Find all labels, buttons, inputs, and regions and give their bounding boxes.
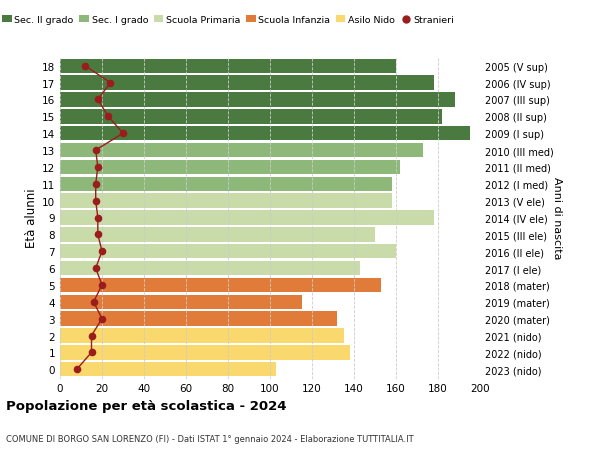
- Point: [72, 366, 82, 373]
- Bar: [60, 295, 302, 309]
- Bar: [60, 312, 337, 326]
- Point: [106, 80, 115, 87]
- Bar: [60, 127, 470, 141]
- Point: [97, 248, 107, 255]
- Bar: [60, 228, 375, 242]
- Bar: [60, 194, 392, 208]
- Point: [97, 282, 107, 289]
- Bar: [60, 144, 424, 158]
- Point: [97, 315, 107, 323]
- Point: [91, 181, 101, 188]
- Bar: [60, 329, 343, 343]
- Point: [93, 231, 103, 239]
- Point: [93, 164, 103, 171]
- Bar: [60, 245, 396, 259]
- Text: Popolazione per età scolastica - 2024: Popolazione per età scolastica - 2024: [6, 399, 287, 412]
- Point: [91, 147, 101, 154]
- Bar: [60, 76, 434, 90]
- Point: [86, 349, 96, 356]
- Bar: [60, 160, 400, 175]
- Y-axis label: Età alunni: Età alunni: [25, 188, 38, 248]
- Bar: [60, 60, 396, 74]
- Bar: [60, 110, 442, 124]
- Bar: [60, 362, 277, 376]
- Text: COMUNE DI BORGO SAN LORENZO (FI) - Dati ISTAT 1° gennaio 2024 - Elaborazione TUT: COMUNE DI BORGO SAN LORENZO (FI) - Dati …: [6, 434, 413, 443]
- Point: [93, 96, 103, 104]
- Point: [91, 197, 101, 205]
- Bar: [60, 261, 360, 276]
- Point: [89, 298, 98, 306]
- Point: [104, 113, 113, 121]
- Y-axis label: Anni di nascita: Anni di nascita: [552, 177, 562, 259]
- Bar: [60, 278, 382, 292]
- Point: [91, 265, 101, 272]
- Bar: [60, 211, 434, 225]
- Point: [93, 214, 103, 222]
- Bar: [60, 177, 392, 191]
- Point: [86, 332, 96, 340]
- Legend: Sec. II grado, Sec. I grado, Scuola Primaria, Scuola Infanzia, Asilo Nido, Stran: Sec. II grado, Sec. I grado, Scuola Prim…: [0, 12, 458, 29]
- Bar: [60, 346, 350, 360]
- Point: [118, 130, 128, 138]
- Bar: [60, 93, 455, 107]
- Point: [80, 63, 90, 70]
